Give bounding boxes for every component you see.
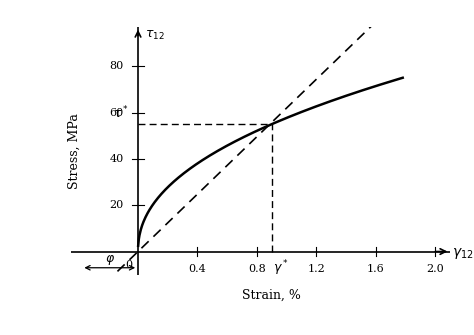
Text: 60: 60 (109, 108, 124, 118)
Text: Stress, MPa: Stress, MPa (68, 113, 81, 189)
Text: Strain, %: Strain, % (242, 288, 301, 302)
Text: 20: 20 (109, 200, 124, 210)
Text: $\tau_{12}$: $\tau_{12}$ (146, 29, 165, 42)
Text: $\gamma^*$: $\gamma^*$ (273, 259, 289, 278)
Text: 1.6: 1.6 (367, 264, 385, 274)
Text: 40: 40 (109, 154, 124, 164)
Text: $\gamma_{12}$: $\gamma_{12}$ (452, 246, 474, 261)
Text: $\varphi$: $\varphi$ (105, 253, 115, 267)
Text: 1.2: 1.2 (308, 264, 325, 274)
Text: 2.0: 2.0 (427, 264, 444, 274)
Text: 0.8: 0.8 (248, 264, 266, 274)
Text: 0.4: 0.4 (189, 264, 206, 274)
Text: 80: 80 (109, 61, 124, 71)
Text: $\tau^*$: $\tau^*$ (113, 105, 129, 122)
Text: 0: 0 (125, 260, 132, 270)
